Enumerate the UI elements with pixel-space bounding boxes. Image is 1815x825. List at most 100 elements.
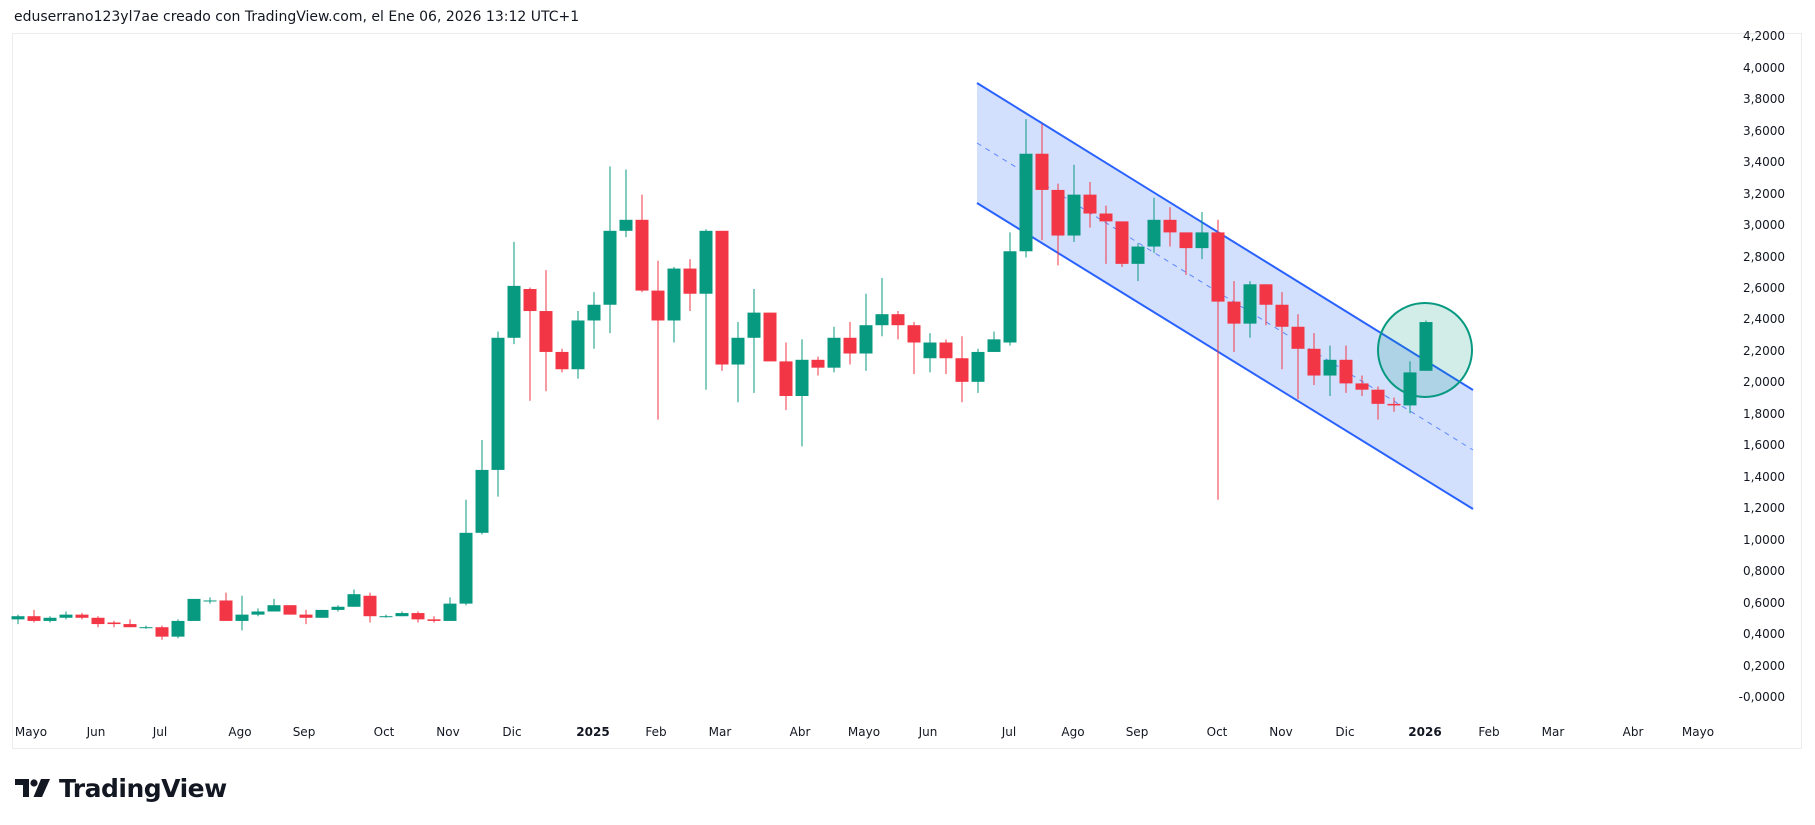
candle bbox=[747, 289, 761, 393]
time-axis-label: Ago bbox=[1061, 725, 1085, 739]
candle bbox=[571, 311, 585, 379]
candle bbox=[379, 614, 393, 618]
candle bbox=[1019, 119, 1033, 258]
price-axis-label: 0,2000 bbox=[1743, 658, 1785, 673]
time-axis-label: Oct bbox=[1206, 725, 1228, 739]
price-axis-label: 0,4000 bbox=[1743, 627, 1785, 642]
candle bbox=[59, 611, 73, 620]
candle bbox=[347, 589, 361, 607]
candle bbox=[939, 339, 953, 374]
channel-lower-line[interactable] bbox=[976, 202, 1474, 510]
candle bbox=[603, 166, 617, 334]
tradingview-logo-icon bbox=[15, 778, 50, 797]
candle bbox=[171, 619, 185, 639]
highlight-circle[interactable] bbox=[1377, 302, 1473, 398]
candle bbox=[987, 331, 1001, 352]
tradingview-logo[interactable]: TradingView bbox=[15, 774, 227, 803]
candle bbox=[107, 620, 121, 628]
highlight-circle-drawing[interactable] bbox=[1377, 302, 1473, 398]
candle bbox=[539, 270, 553, 392]
candle bbox=[907, 322, 921, 374]
candle bbox=[43, 616, 57, 623]
candle bbox=[251, 608, 265, 617]
time-axis-label: Nov bbox=[1269, 725, 1293, 739]
candle bbox=[1275, 292, 1289, 370]
channel-upper-line[interactable] bbox=[976, 82, 1474, 391]
candle bbox=[1355, 375, 1369, 396]
price-axis-label: 0,6000 bbox=[1743, 595, 1785, 610]
time-axis-label: Sep bbox=[292, 725, 316, 739]
price-axis-label: 1,6000 bbox=[1743, 438, 1785, 453]
candle bbox=[1211, 219, 1225, 500]
time-axis-label: Jun bbox=[918, 725, 938, 739]
candle bbox=[427, 616, 441, 623]
candlestick-series bbox=[11, 119, 1433, 640]
price-axis-label: 3,2000 bbox=[1743, 186, 1785, 201]
candle bbox=[155, 625, 169, 640]
price-axis-label: -0,0000 bbox=[1738, 690, 1785, 704]
candle bbox=[331, 605, 345, 612]
candle bbox=[955, 336, 969, 403]
time-axis-label: Feb bbox=[645, 725, 667, 739]
candle bbox=[1147, 197, 1161, 253]
time-axis-label: 2026 bbox=[1408, 725, 1442, 739]
candle bbox=[779, 342, 793, 411]
time-axis-label: Dic bbox=[502, 725, 522, 739]
candle bbox=[1339, 345, 1353, 393]
time-axis-label: Feb bbox=[1478, 725, 1500, 739]
candle bbox=[299, 609, 313, 625]
price-axis-label: 2,8000 bbox=[1743, 249, 1785, 264]
time-axis-label: Oct bbox=[373, 725, 395, 739]
candle bbox=[1195, 211, 1209, 260]
price-axis-label: 1,4000 bbox=[1743, 469, 1785, 484]
time-axis-label: Mayo bbox=[1681, 725, 1715, 739]
candle bbox=[75, 613, 89, 620]
candle bbox=[875, 278, 889, 337]
time-axis-label: Jul bbox=[1001, 725, 1017, 739]
price-axis-label: 2,4000 bbox=[1743, 312, 1785, 327]
price-axis-label: 2,6000 bbox=[1743, 281, 1785, 296]
candle bbox=[1243, 281, 1257, 338]
candle bbox=[619, 169, 633, 238]
candle bbox=[891, 311, 905, 340]
candle bbox=[1371, 386, 1385, 420]
price-axis-label: 1,0000 bbox=[1743, 532, 1785, 547]
candle bbox=[795, 339, 809, 447]
price-axis-label: 3,0000 bbox=[1743, 218, 1785, 233]
candle bbox=[731, 322, 745, 403]
candle bbox=[443, 597, 457, 621]
candle bbox=[971, 348, 985, 393]
parallel-channel-drawing[interactable] bbox=[976, 82, 1474, 510]
candle bbox=[1035, 123, 1049, 241]
candle bbox=[811, 356, 825, 376]
candle bbox=[123, 619, 137, 628]
logo-text: TradingView bbox=[59, 774, 227, 803]
candle bbox=[1403, 361, 1417, 414]
price-axis-label: 3,8000 bbox=[1743, 92, 1785, 107]
time-axis-label: Ago bbox=[228, 725, 252, 739]
price-axis-label: 2,2000 bbox=[1743, 343, 1785, 358]
candle bbox=[363, 592, 377, 623]
candle bbox=[1083, 182, 1097, 228]
channel-middle-line[interactable] bbox=[976, 142, 1474, 451]
candle bbox=[1051, 183, 1065, 266]
candle bbox=[1003, 232, 1017, 346]
price-axis-label: 1,2000 bbox=[1743, 501, 1785, 516]
candle bbox=[1099, 205, 1113, 264]
time-axis-label: Abr bbox=[1622, 725, 1644, 739]
candle bbox=[843, 322, 857, 365]
candle bbox=[91, 616, 105, 628]
candle bbox=[1227, 281, 1241, 352]
candle bbox=[395, 611, 409, 617]
candle bbox=[667, 266, 681, 343]
candle bbox=[1067, 164, 1081, 242]
candle bbox=[923, 333, 937, 373]
time-axis-label: Jul bbox=[152, 725, 168, 739]
price-axis-label: 1,8000 bbox=[1743, 406, 1785, 421]
candle bbox=[1259, 284, 1273, 326]
candle bbox=[587, 292, 601, 349]
candle bbox=[203, 597, 217, 604]
candle bbox=[507, 241, 521, 345]
candle bbox=[219, 592, 233, 621]
